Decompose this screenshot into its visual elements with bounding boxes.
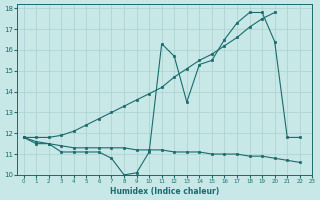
X-axis label: Humidex (Indice chaleur): Humidex (Indice chaleur) [110, 187, 220, 196]
